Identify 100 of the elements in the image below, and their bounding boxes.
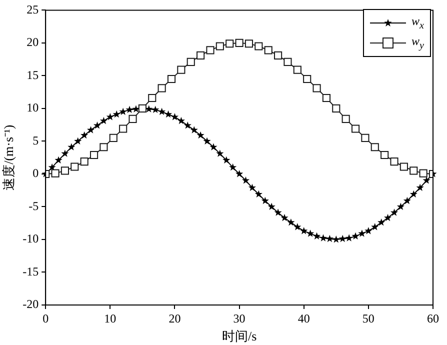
point [128,114,137,123]
point [361,134,370,142]
y-tick-label: -20 [22,297,39,312]
point [80,157,88,166]
x-tick-label: 50 [362,311,374,326]
point [332,235,340,243]
point [422,176,430,184]
y-tick-label: -5 [28,198,39,213]
point [364,226,372,234]
point [306,230,314,237]
y-tick-label: 25 [26,2,39,16]
point [222,156,230,164]
point [196,51,205,60]
point [358,230,366,237]
point [378,218,386,226]
point [206,46,214,54]
point [61,150,69,157]
point [86,126,95,134]
point [254,42,263,50]
point [371,223,379,230]
legend-label: w$_{y}$ [412,34,424,52]
point [216,42,224,50]
point [190,126,198,134]
point [158,108,166,115]
point [235,38,244,47]
point [332,104,340,112]
x-tick-label: 0 [42,311,49,326]
point [390,157,398,166]
point [264,46,272,54]
point [229,163,237,171]
point [177,66,186,74]
point [248,184,256,191]
point [145,105,153,112]
point [70,162,79,171]
point [196,131,204,139]
point [235,170,244,178]
point [322,94,330,102]
point [112,110,120,118]
point [274,51,282,60]
point [68,143,76,150]
point [177,116,185,124]
point [164,110,172,118]
y-tick-label: 20 [26,35,39,50]
x-tick-label: 40 [298,311,310,326]
x-tick-label: 20 [168,311,181,326]
point [242,176,250,184]
point [294,223,302,230]
point [338,234,346,242]
point [74,137,82,144]
point [390,208,398,216]
point [152,106,160,114]
x-tick-label: 10 [104,311,116,326]
point [268,202,276,210]
point [48,163,56,171]
x-tick-label: 60 [427,311,439,326]
point [210,143,218,150]
point [244,40,254,48]
point [186,58,195,66]
legend-label: w$_{x}$ [412,14,424,32]
point [403,196,411,204]
point [380,150,389,160]
y-tick-label: 10 [26,100,39,115]
point [100,116,108,124]
point [167,74,176,84]
point [400,162,408,171]
x-tick-label: 30 [233,311,246,326]
point [158,84,166,92]
point [384,214,392,222]
point [93,122,102,129]
point [184,122,192,129]
point [80,131,88,139]
y-tick-label: -15 [22,264,39,278]
point [261,196,269,204]
point [319,234,328,242]
point [287,218,295,226]
point [300,226,308,234]
point [60,166,69,175]
point [312,84,321,92]
point [370,143,379,152]
point [303,74,312,84]
x-axis-title: 时间/s [222,328,257,344]
point [90,150,98,160]
point [351,124,360,133]
y-tick-label: -10 [22,232,39,246]
point [342,114,350,123]
y-tick-label: 5 [32,133,39,148]
y-axis-title: 速度/(m·s⁻¹) [1,124,16,190]
point [170,112,179,120]
point [100,143,108,152]
point [54,156,62,164]
point [293,66,302,74]
point [254,190,262,198]
point [226,40,234,48]
point [126,106,134,114]
point [148,94,156,102]
point [203,137,211,144]
y-tick-label: 15 [26,68,39,82]
point [274,208,282,216]
point [326,234,334,242]
point [119,124,128,133]
